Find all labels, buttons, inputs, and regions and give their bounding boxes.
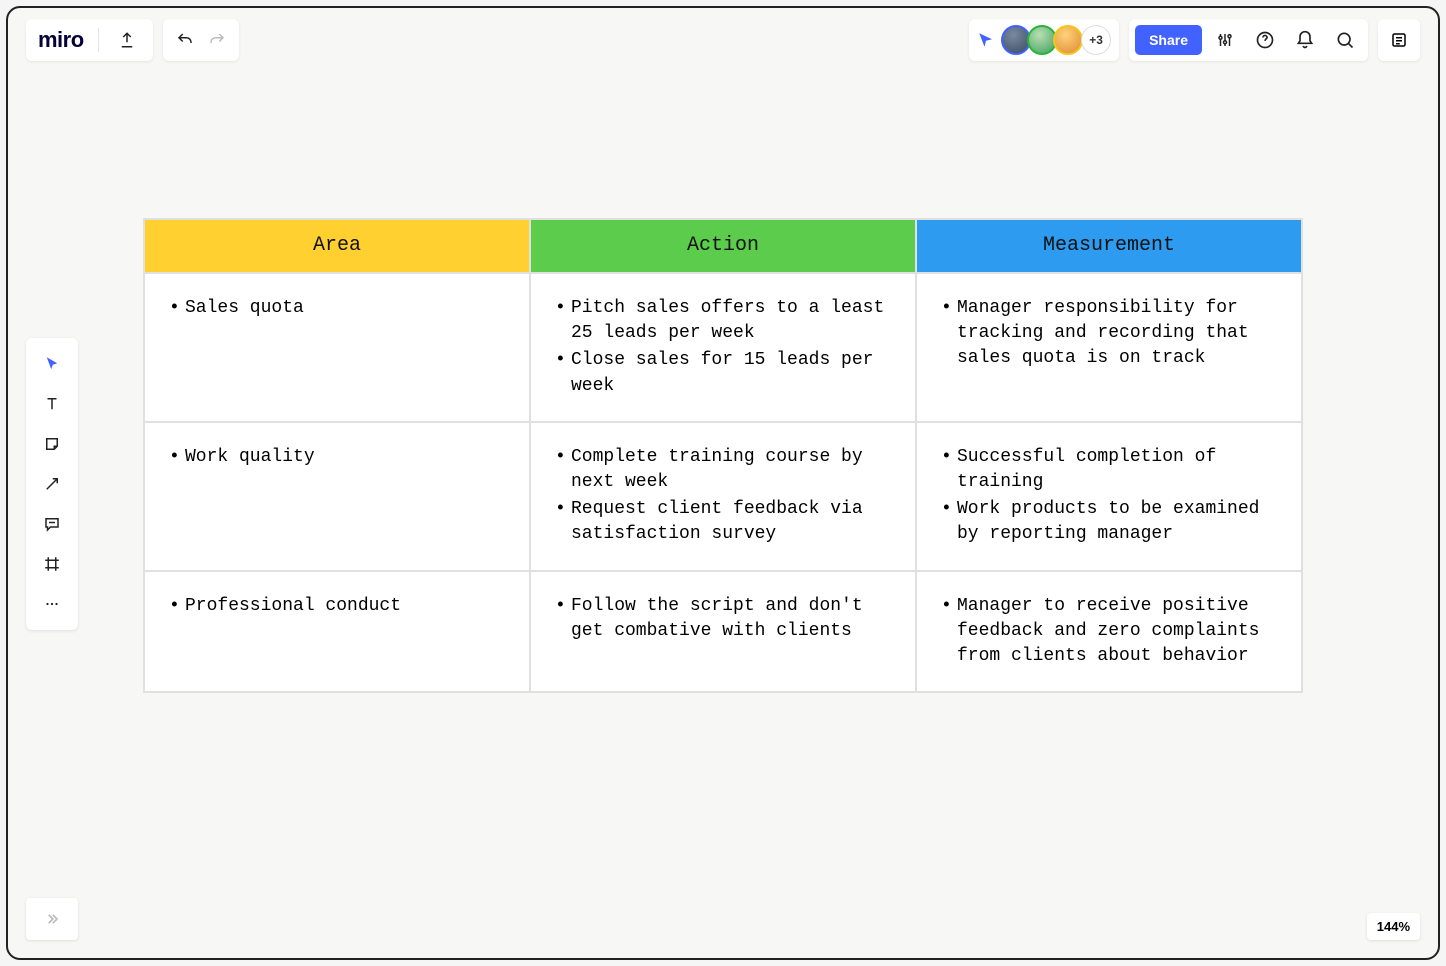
table-header[interactable]: Measurement [916, 219, 1302, 273]
undo-icon[interactable] [171, 26, 199, 54]
action-plan-table[interactable]: AreaActionMeasurement Sales quota Pitch sa… [143, 218, 1303, 693]
presence-cursor-icon [977, 31, 995, 49]
miro-logo[interactable]: miro [38, 27, 84, 53]
avatar[interactable] [1053, 25, 1083, 55]
list-item: Professional conduct [165, 594, 509, 619]
list-item: Manager responsibility for tracking and … [937, 296, 1281, 372]
list-item: Pitch sales offers to a least 25 leads p… [551, 296, 895, 346]
share-button[interactable]: Share [1135, 25, 1202, 55]
list-item: Work quality [165, 445, 509, 470]
table-row[interactable]: Work quality Complete training course by … [144, 422, 1302, 571]
table-cell[interactable]: Follow the script and don't get combativ… [530, 571, 916, 693]
list-item: Complete training course by next week [551, 445, 895, 495]
notifications-icon[interactable] [1288, 23, 1322, 57]
board-menu[interactable]: miro [26, 19, 153, 61]
settings-icon[interactable] [1208, 23, 1242, 57]
list-item: Follow the script and don't get combativ… [551, 594, 895, 644]
avatar-more[interactable]: +3 [1081, 25, 1111, 55]
sticky-note-tool-icon[interactable] [32, 426, 72, 462]
list-item: Manager to receive positive feedback and… [937, 594, 1281, 670]
left-toolbar [26, 338, 78, 630]
table-row[interactable]: Sales quota Pitch sales offers to a least… [144, 273, 1302, 422]
list-item: Sales quota [165, 296, 509, 321]
table-cell[interactable]: Successful completion of trainingWork pr… [916, 422, 1302, 571]
table-row[interactable]: Professional conduct Follow the script an… [144, 571, 1302, 693]
expand-toolbar-icon[interactable] [26, 898, 78, 940]
zoom-level[interactable]: 144% [1367, 913, 1420, 940]
table-cell[interactable]: Sales quota [144, 273, 530, 422]
divider [98, 28, 99, 52]
list-item: Work products to be examined by reportin… [937, 497, 1281, 547]
list-item: Request client feedback via satisfaction… [551, 497, 895, 547]
table-cell[interactable]: Professional conduct [144, 571, 530, 693]
share-group: Share [1129, 19, 1368, 61]
top-bar: miro [8, 8, 1438, 72]
list-item: Successful completion of training [937, 445, 1281, 495]
table-cell[interactable]: Manager to receive positive feedback and… [916, 571, 1302, 693]
table-cell[interactable]: Pitch sales offers to a least 25 leads p… [530, 273, 916, 422]
redo-icon [203, 26, 231, 54]
list-item: Close sales for 15 leads per week [551, 348, 895, 398]
activity-icon[interactable] [1378, 19, 1420, 61]
select-tool-icon[interactable] [32, 346, 72, 382]
arrow-tool-icon[interactable] [32, 466, 72, 502]
export-icon[interactable] [113, 26, 141, 54]
table-header[interactable]: Action [530, 219, 916, 273]
table-cell[interactable]: Work quality [144, 422, 530, 571]
more-tools-icon[interactable] [32, 586, 72, 622]
collaborators[interactable]: +3 [969, 19, 1119, 61]
undo-redo-group [163, 19, 239, 61]
text-tool-icon[interactable] [32, 386, 72, 422]
frame-tool-icon[interactable] [32, 546, 72, 582]
table-cell[interactable]: Complete training course by next weekReq… [530, 422, 916, 571]
table-cell[interactable]: Manager responsibility for tracking and … [916, 273, 1302, 422]
help-icon[interactable] [1248, 23, 1282, 57]
comment-tool-icon[interactable] [32, 506, 72, 542]
search-icon[interactable] [1328, 23, 1362, 57]
table-header[interactable]: Area [144, 219, 530, 273]
